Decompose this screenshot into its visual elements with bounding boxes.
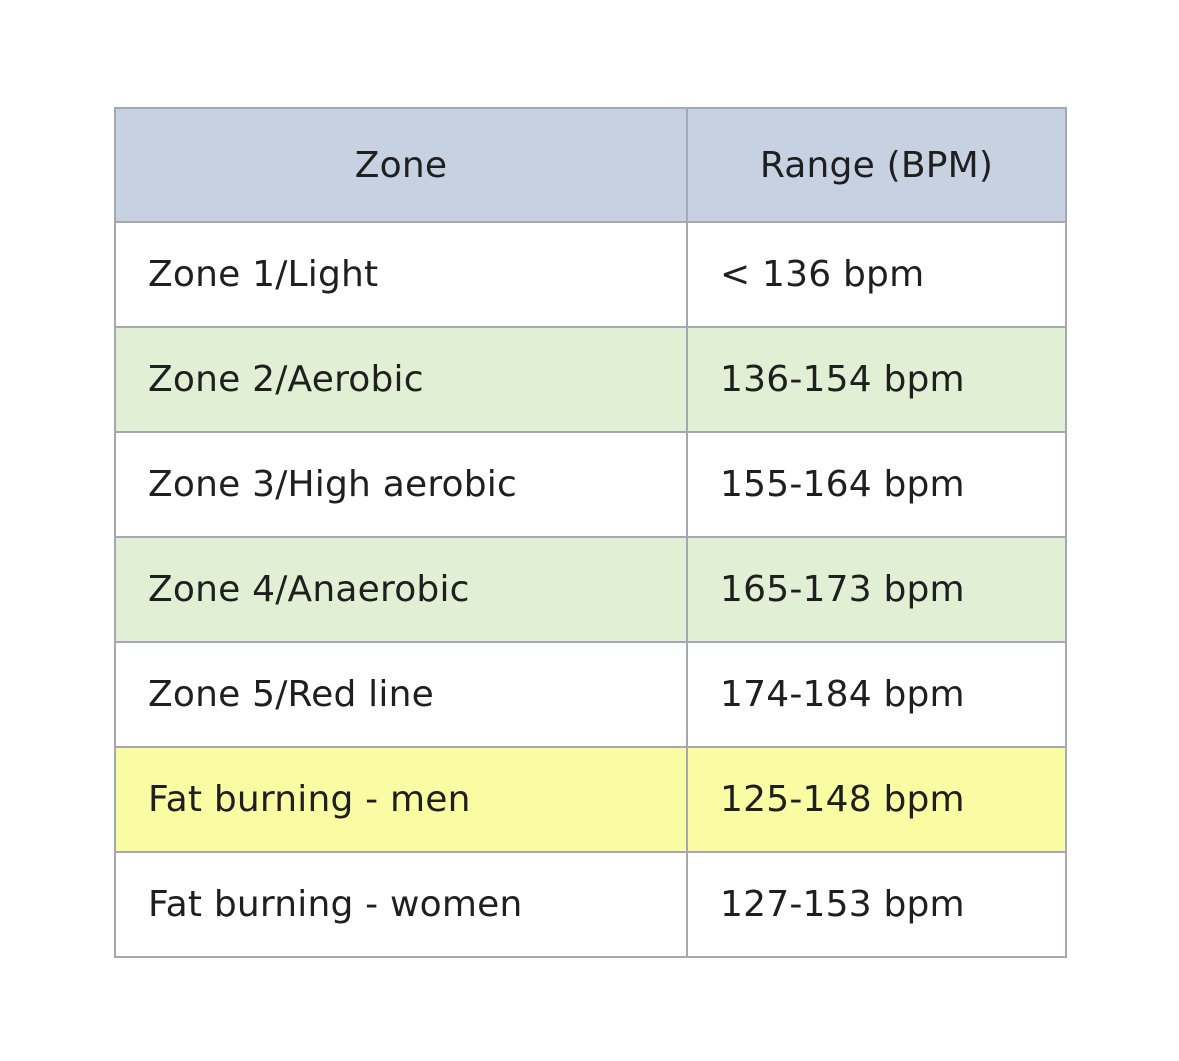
column-header-zone: Zone: [114, 107, 688, 223]
range-cell: < 136 bpm: [686, 221, 1067, 328]
table-row: Fat burning - women 127-153 bpm: [114, 851, 1067, 958]
header-row: Zone Range (BPM): [114, 107, 1067, 223]
zone-cell: Fat burning - men: [114, 746, 688, 853]
range-cell: 165-173 bpm: [686, 536, 1067, 643]
zone-cell: Fat burning - women: [114, 851, 688, 958]
zone-cell: Zone 3/High aerobic: [114, 431, 688, 538]
range-cell: 127-153 bpm: [686, 851, 1067, 958]
zone-cell: Zone 5/Red line: [114, 641, 688, 748]
table-header: Zone Range (BPM): [114, 107, 1067, 223]
zone-cell: Zone 4/Anaerobic: [114, 536, 688, 643]
heart-rate-zone-table: Zone Range (BPM) Zone 1/Light < 136 bpm …: [114, 107, 1067, 958]
range-cell: 136-154 bpm: [686, 326, 1067, 433]
range-cell: 155-164 bpm: [686, 431, 1067, 538]
table-row: Fat burning - men 125-148 bpm: [114, 746, 1067, 853]
column-header-range: Range (BPM): [686, 107, 1067, 223]
range-cell: 125-148 bpm: [686, 746, 1067, 853]
table-body: Zone 1/Light < 136 bpm Zone 2/Aerobic 13…: [114, 221, 1067, 958]
zone-cell: Zone 2/Aerobic: [114, 326, 688, 433]
table-row: Zone 2/Aerobic 136-154 bpm: [114, 326, 1067, 433]
table-row: Zone 4/Anaerobic 165-173 bpm: [114, 536, 1067, 643]
table-row: Zone 1/Light < 136 bpm: [114, 221, 1067, 328]
zone-cell: Zone 1/Light: [114, 221, 688, 328]
table-row: Zone 3/High aerobic 155-164 bpm: [114, 431, 1067, 538]
table-row: Zone 5/Red line 174-184 bpm: [114, 641, 1067, 748]
range-cell: 174-184 bpm: [686, 641, 1067, 748]
